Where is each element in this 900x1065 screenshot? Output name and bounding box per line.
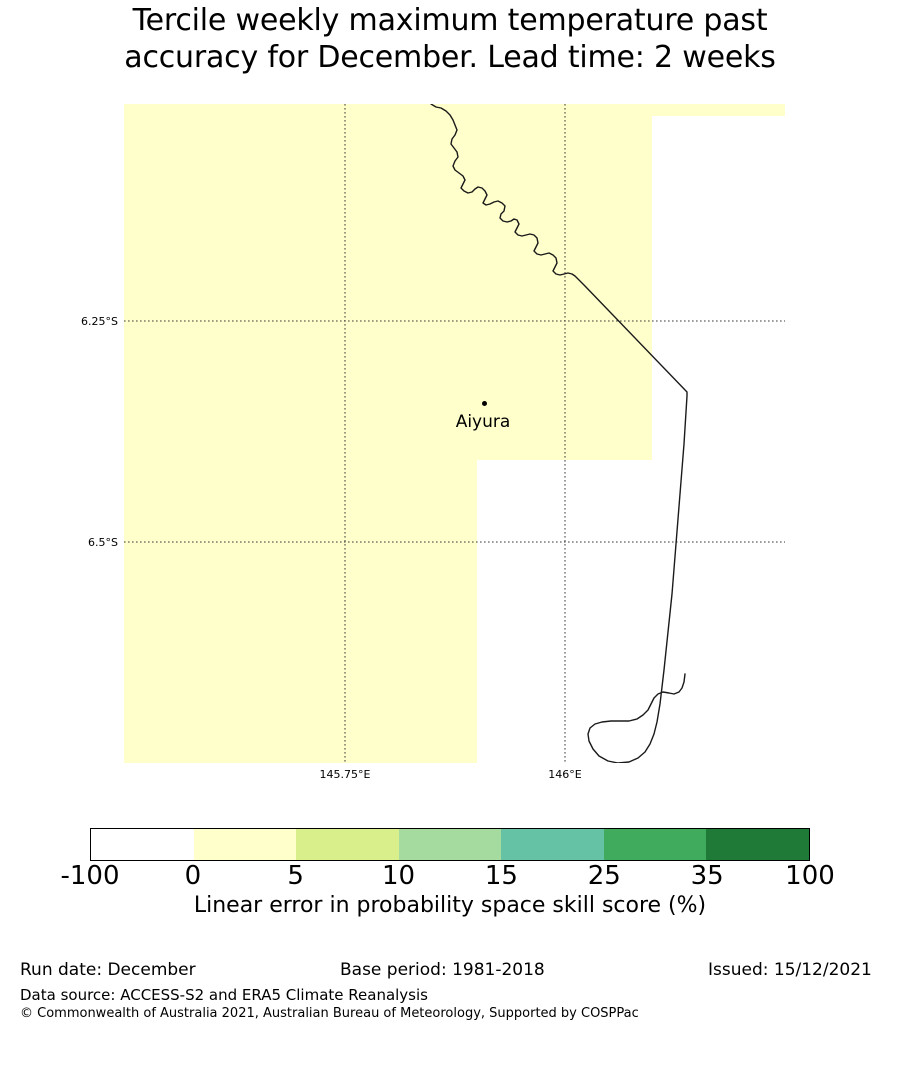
page-title-line-2: accuracy for December. Lead time: 2 week… xyxy=(124,40,776,75)
colorbar-segment xyxy=(296,829,399,860)
footer-metadata-row: Run date: December Base period: 1981-201… xyxy=(0,960,900,985)
footer: Run date: December Base period: 1981-201… xyxy=(0,960,900,1021)
footer-data-source: Data source: ACCESS-S2 and ERA5 Climate … xyxy=(20,986,428,1004)
map-plot-area[interactable] xyxy=(124,104,785,763)
colorbar-axis-label: Linear error in probability space skill … xyxy=(193,893,707,918)
coastline-path xyxy=(430,104,688,763)
colorbar-segment xyxy=(501,829,604,860)
colorbar-segment xyxy=(398,829,502,860)
skill-score-raster xyxy=(124,104,785,763)
coastline xyxy=(430,104,688,763)
map-gridlines xyxy=(124,104,785,763)
colorbar-tick-labels: -100 0 5 10 15 25 35 100 xyxy=(60,861,834,892)
colorbar-segment xyxy=(706,829,809,860)
footer-run-date: Run date: December xyxy=(20,960,196,980)
colorbar-tick: 5 xyxy=(287,861,304,891)
colorbar-tick: -100 xyxy=(60,861,120,891)
colorbar-tick: 100 xyxy=(785,861,835,891)
colorbar-segment xyxy=(603,829,707,860)
colorbar-tick: 25 xyxy=(587,861,621,891)
raster-cell xyxy=(124,104,652,460)
lat-tick-label-6-25: 6.25°S xyxy=(81,315,118,328)
footer-issued-date: Issued: 15/12/2021 xyxy=(708,960,872,980)
city-label-aiyura: Aiyura xyxy=(455,412,511,432)
lon-tick-label-146: 146°E xyxy=(548,768,582,781)
colorbar[interactable]: -100 0 5 10 15 25 35 100 xyxy=(60,828,835,891)
colorbar-segment xyxy=(193,829,297,860)
city-marker-dot[interactable] xyxy=(482,401,487,406)
page-title: Tercile weekly maximum temperature past … xyxy=(0,0,900,76)
raster-cell xyxy=(124,460,477,763)
colorbar-tick: 35 xyxy=(690,861,724,891)
footer-base-period: Base period: 1981-2018 xyxy=(340,960,545,980)
colorbar-gradient xyxy=(90,828,810,861)
colorbar-tick: 15 xyxy=(484,861,518,891)
colorbar-tick: 10 xyxy=(382,861,416,891)
page-title-line-1: Tercile weekly maximum temperature past xyxy=(132,3,768,38)
footer-copyright: © Commonwealth of Australia 2021, Austra… xyxy=(20,1006,639,1021)
lon-tick-label-145-75: 145.75°E xyxy=(319,768,371,781)
colorbar-tick: 0 xyxy=(184,861,202,891)
map-svg xyxy=(124,104,785,763)
colorbar-segment xyxy=(91,829,194,860)
lat-tick-label-6-5: 6.5°S xyxy=(88,536,118,549)
